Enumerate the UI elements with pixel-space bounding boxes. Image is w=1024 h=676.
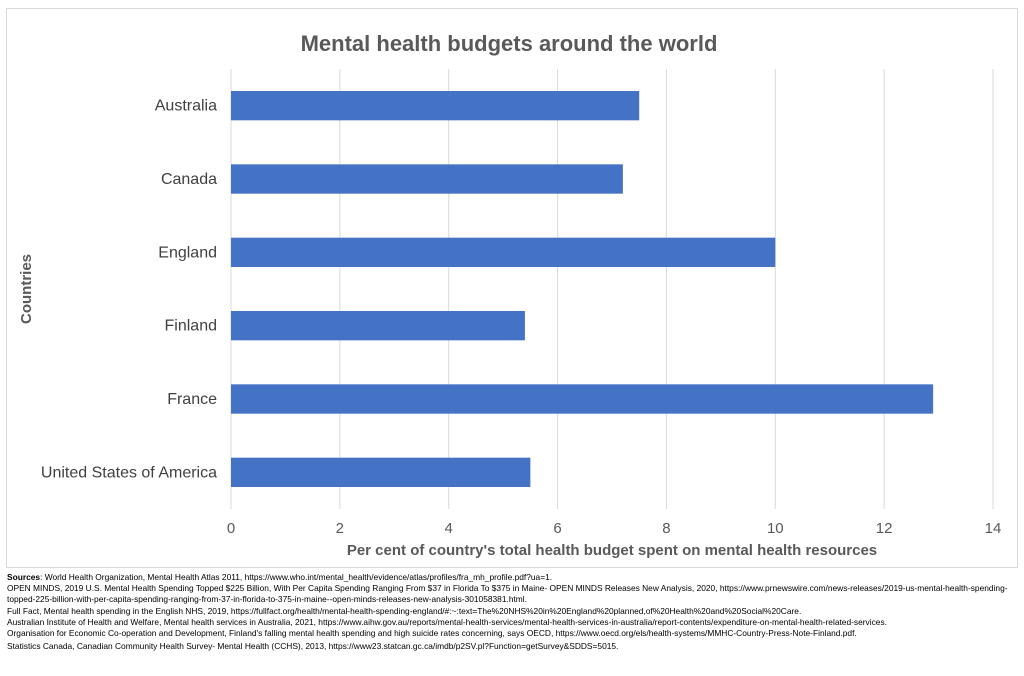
bar (231, 237, 776, 267)
x-tick-label: 0 (227, 520, 235, 537)
source-line: Statistics Canada, Canadian Community He… (7, 641, 619, 652)
category-label: Finland (165, 318, 217, 335)
source-line: Sources: World Health Organization, Ment… (7, 572, 1019, 583)
bar (231, 91, 640, 121)
x-tick-label: 10 (767, 520, 784, 537)
x-tick-label: 12 (876, 520, 893, 537)
sources-label: Sources (7, 572, 41, 582)
category-label: France (167, 391, 217, 408)
x-tick-labels: 0 2 4 6 8 10 12 14 (227, 520, 1002, 537)
bar (231, 384, 934, 414)
bars (231, 91, 934, 487)
bar-chart: Mental health budgets around the world A… (18, 31, 1002, 559)
x-tick-label: 6 (553, 520, 561, 537)
category-label: United States of America (41, 464, 217, 481)
source-line: Full Fact, Mental health spending in the… (7, 605, 802, 616)
source-line: Australian Institute of Health and Welfa… (7, 616, 887, 627)
x-tick-label: 4 (445, 520, 453, 537)
x-tick-label: 14 (985, 520, 1002, 537)
sources-footnote: Sources: World Health Organization, Ment… (7, 572, 1019, 652)
y-axis-title: Countries (18, 254, 35, 324)
x-tick-label: 2 (336, 520, 344, 537)
category-label: Canada (161, 171, 217, 188)
x-axis-title: Per cent of country's total health budge… (347, 542, 877, 559)
source-line: OPEN MINDS, 2019 U.S. Mental Health Spen… (7, 583, 1008, 605)
source-line: Organisation for Economic Co-operation a… (7, 628, 857, 639)
chart-title: Mental health budgets around the world (301, 31, 718, 56)
category-labels: Australia Canada England Finland France Unite… (41, 98, 217, 482)
source-text: : World Health Organization, Mental Heal… (40, 572, 553, 582)
bar (231, 311, 525, 341)
bar (231, 457, 531, 487)
category-label: England (158, 244, 217, 261)
chart-area: Mental health budgets around the world A… (6, 8, 1018, 568)
bar (231, 164, 623, 194)
gridlines (230, 69, 994, 509)
x-tick-label: 8 (662, 520, 670, 537)
category-label: Australia (155, 98, 217, 115)
